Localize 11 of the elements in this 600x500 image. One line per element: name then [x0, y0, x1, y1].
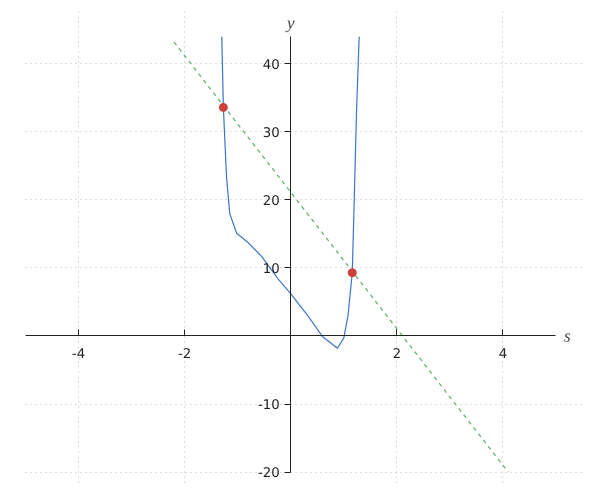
y-tick-label: -10 [258, 398, 280, 414]
y-tick-label: -20 [258, 466, 280, 482]
x-tick-label: 2 [392, 346, 402, 362]
x-axis-title: s [564, 326, 571, 346]
x-tick-label: -4 [72, 346, 86, 362]
y-axis-title: y [284, 14, 295, 33]
x-tick-label: 4 [498, 346, 508, 362]
x-tick-label: -2 [178, 346, 192, 362]
y-tick-label: 20 [262, 194, 280, 209]
y-tick-label: 40 [262, 58, 280, 73]
y-tick-label: 30 [262, 126, 280, 141]
